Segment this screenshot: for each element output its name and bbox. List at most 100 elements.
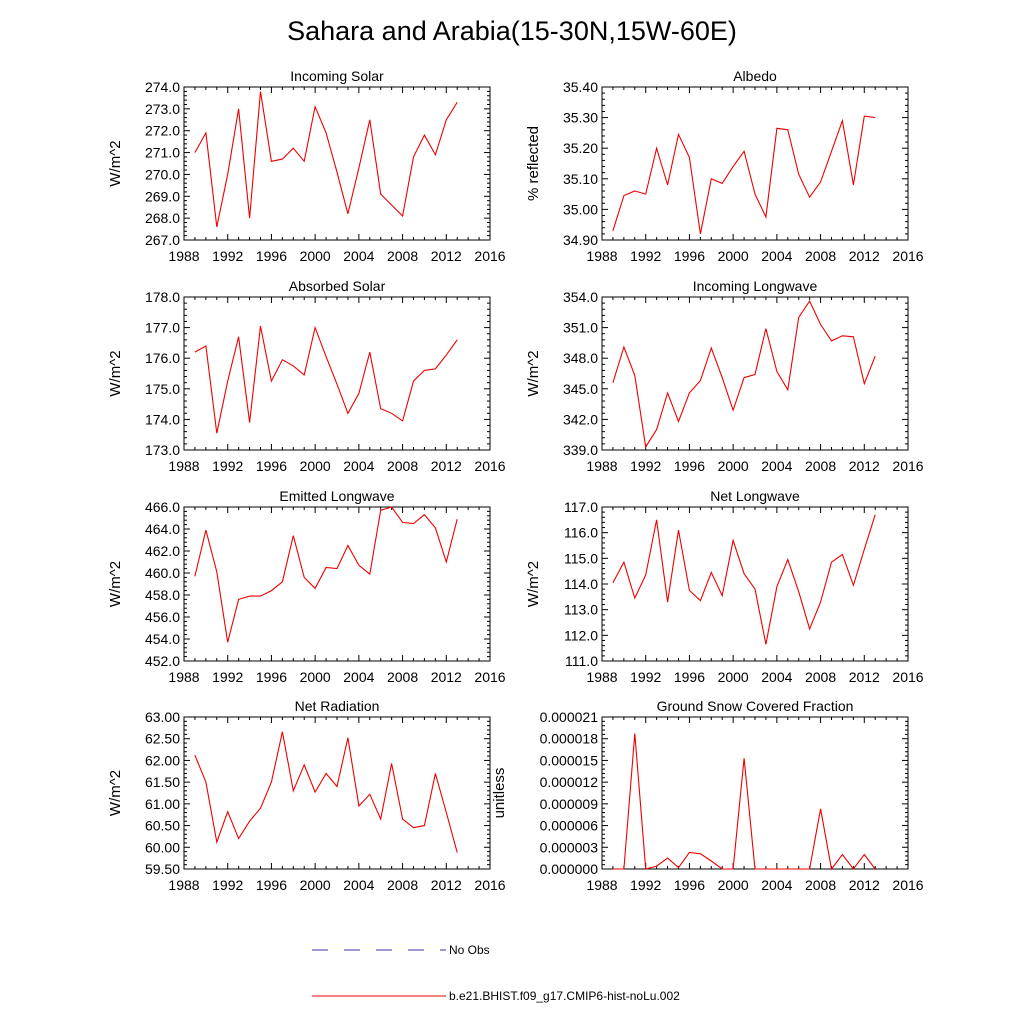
y-tick-label: 0.000018 (540, 731, 599, 747)
y-tick-label: 60.00 (145, 839, 180, 855)
y-tick-label: 272.0 (145, 123, 180, 139)
x-tick-label: 2004 (761, 248, 792, 264)
x-tick-label: 2016 (474, 877, 505, 893)
x-tick-label: 2016 (892, 877, 923, 893)
x-tick-label: 1988 (168, 458, 199, 474)
y-tick-label: 0.000000 (540, 861, 599, 877)
y-tick-label: 269.0 (145, 188, 180, 204)
y-tick-label: 0.000003 (540, 839, 599, 855)
x-tick-label: 2012 (431, 877, 462, 893)
series-line (612, 733, 876, 871)
y-tick-label: 63.00 (145, 709, 180, 725)
x-tick-label: 2012 (849, 458, 880, 474)
x-tick-label: 2004 (761, 458, 792, 474)
y-tick-label: 0.000015 (540, 752, 599, 768)
panel-title: Incoming Solar (290, 68, 384, 84)
x-tick-label: 2000 (300, 458, 331, 474)
x-tick-label: 2008 (387, 877, 418, 893)
x-tick-label: 1996 (674, 248, 705, 264)
y-tick-label: 348.0 (563, 350, 598, 366)
y-tick-label: 354.0 (563, 289, 598, 305)
x-tick-label: 1996 (256, 669, 287, 685)
series-line (194, 91, 458, 228)
legend: No Obs b.e21.BHIST.f09_g17.CMIP6-hist-noL… (312, 943, 680, 1003)
y-axis-label: W/m^2 (107, 140, 124, 186)
y-tick-label: 456.0 (145, 609, 180, 625)
panel-title: Incoming Longwave (693, 278, 818, 294)
x-tick-label: 1992 (212, 877, 243, 893)
x-tick-label: 2008 (805, 877, 836, 893)
x-tick-label: 1988 (586, 877, 617, 893)
x-tick-label: 2016 (892, 248, 923, 264)
y-tick-label: 112.0 (564, 627, 598, 643)
y-tick-label: 176.0 (145, 350, 180, 366)
x-tick-label: 1988 (168, 248, 199, 264)
y-tick-label: 464.0 (145, 521, 180, 537)
y-tick-label: 268.0 (145, 210, 180, 226)
chart-panel: Incoming Longwave W/m^2 1988 1992 1996 2000 20… (525, 278, 924, 474)
y-tick-label: 62.00 (145, 752, 180, 768)
x-tick-label: 2000 (300, 877, 331, 893)
x-tick-label: 1996 (674, 458, 705, 474)
y-tick-label: 274.0 (145, 79, 180, 95)
y-tick-label: 34.90 (563, 232, 598, 248)
x-tick-label: 1996 (674, 877, 705, 893)
panel-title: Absorbed Solar (289, 278, 386, 294)
y-tick-label: 273.0 (145, 101, 180, 117)
x-tick-label: 2016 (474, 669, 505, 685)
y-axis-label: W/m^2 (107, 561, 124, 607)
panel-title: Ground Snow Covered Fraction (657, 698, 854, 714)
chart-panel: Albedo % reflected 1988 1992 1996 2000 2004 200… (525, 68, 924, 264)
x-tick-label: 2000 (300, 669, 331, 685)
panels-group: Incoming Solar W/m^2 1988 1992 1996 2000 2004 2… (107, 68, 924, 893)
legend-label: No Obs (449, 943, 490, 957)
x-tick-label: 2004 (761, 669, 792, 685)
y-tick-label: 458.0 (145, 587, 180, 603)
x-tick-label: 2000 (300, 248, 331, 264)
x-tick-label: 1992 (212, 458, 243, 474)
y-axis-label: W/m^2 (525, 561, 542, 607)
plot-frame (601, 716, 909, 870)
y-axis-label: W/m^2 (107, 350, 124, 396)
x-tick-label: 1996 (256, 458, 287, 474)
y-tick-label: 270.0 (145, 166, 180, 182)
y-tick-label: 35.20 (563, 140, 598, 156)
series-line (194, 506, 458, 643)
y-tick-label: 117.0 (564, 499, 598, 515)
x-tick-label: 1988 (586, 458, 617, 474)
x-tick-label: 1992 (630, 877, 661, 893)
chart-panel: Net Longwave W/m^2 1988 1992 1996 2000 2004 200… (525, 488, 924, 685)
x-tick-label: 1988 (168, 669, 199, 685)
y-tick-label: 452.0 (145, 653, 180, 669)
x-tick-label: 2000 (718, 248, 749, 264)
y-tick-label: 177.0 (145, 320, 180, 336)
plot-frame (601, 86, 909, 241)
y-tick-label: 345.0 (563, 381, 598, 397)
y-tick-label: 466.0 (145, 499, 180, 515)
x-tick-label: 2008 (805, 669, 836, 685)
x-tick-label: 2008 (387, 458, 418, 474)
x-tick-label: 2016 (892, 458, 923, 474)
x-tick-label: 1996 (256, 248, 287, 264)
x-tick-label: 2016 (474, 458, 505, 474)
chart-panel: Emitted Longwave W/m^2 1988 1992 1996 2000 200… (107, 488, 506, 685)
y-axis-label: unitless (491, 768, 508, 819)
y-tick-label: 271.0 (145, 145, 180, 161)
x-tick-label: 1988 (586, 669, 617, 685)
x-tick-label: 2000 (718, 669, 749, 685)
x-tick-label: 2012 (431, 248, 462, 264)
panel-title: Net Longwave (710, 488, 800, 504)
x-tick-label: 2004 (761, 877, 792, 893)
panel-title: Emitted Longwave (279, 488, 394, 504)
y-tick-label: 0.000009 (540, 796, 599, 812)
x-tick-label: 2012 (849, 877, 880, 893)
plot-frame (183, 716, 491, 870)
x-tick-label: 2012 (431, 669, 462, 685)
x-tick-label: 2012 (849, 669, 880, 685)
y-tick-label: 462.0 (145, 543, 180, 559)
x-tick-label: 1992 (630, 669, 661, 685)
x-tick-label: 2004 (343, 669, 374, 685)
panel-title: Albedo (733, 68, 777, 84)
y-tick-label: 351.0 (563, 320, 598, 336)
